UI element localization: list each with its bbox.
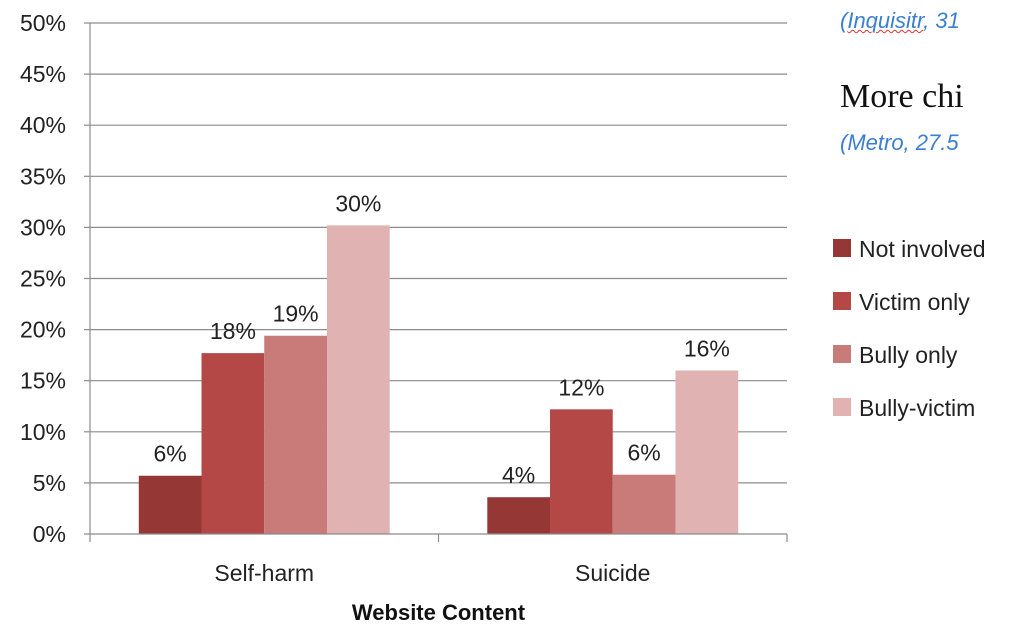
data-label: 12% <box>558 374 604 400</box>
legend-label: Bully only <box>859 342 958 368</box>
data-label: 18% <box>210 318 256 344</box>
bar <box>138 475 202 534</box>
bar <box>675 370 739 534</box>
legend-label: Bully-victim <box>859 395 975 421</box>
bar <box>550 409 613 534</box>
bar <box>264 335 327 534</box>
y-tick-label: 15% <box>20 368 66 394</box>
y-tick-label: 50% <box>20 10 66 36</box>
axes <box>84 22 788 542</box>
y-tick-label: 20% <box>20 317 66 343</box>
category-labels: Self-harm Suicide <box>214 560 650 586</box>
data-label: 19% <box>273 301 319 327</box>
y-tick-label: 45% <box>20 61 66 87</box>
y-tick-label: 35% <box>20 163 66 189</box>
y-tick-label: 5% <box>33 470 66 496</box>
data-labels: 6% 18% 19% 30% 4% 12% 6% 16% <box>154 190 730 488</box>
citation-metro: (Metro, 27.5 <box>840 130 959 155</box>
y-axis-ticks: 0% 5% 10% 15% 20% 25% 30% 35% 40% 45% 50% <box>20 10 66 547</box>
data-label: 30% <box>335 190 381 216</box>
data-label: 6% <box>154 441 187 467</box>
x-axis-title: Website Content <box>352 600 526 625</box>
y-tick-label: 40% <box>20 112 66 138</box>
bar <box>612 474 676 534</box>
bar <box>487 497 551 534</box>
bars <box>138 225 739 534</box>
bar <box>201 353 265 534</box>
citation-source: Inquisitr <box>847 8 924 33</box>
data-label: 4% <box>502 462 535 488</box>
legend-label: Not involved <box>859 236 986 262</box>
citation-inquisitr: (Inquisitr, 31 <box>840 8 960 34</box>
legend-swatch <box>833 239 851 257</box>
y-tick-label: 25% <box>20 266 66 292</box>
bar <box>326 225 390 534</box>
y-tick-label: 30% <box>20 214 66 240</box>
citation-date: , 31 <box>923 8 960 33</box>
legend: Not involved Victim only Bully only Bully-v… <box>833 236 986 421</box>
legend-swatch <box>833 398 851 416</box>
data-label: 16% <box>684 335 730 361</box>
citation-open-paren: ( <box>840 8 848 33</box>
y-tick-label: 10% <box>20 419 66 445</box>
legend-label: Victim only <box>859 289 970 315</box>
legend-swatch <box>833 345 851 363</box>
data-label: 6% <box>627 440 660 466</box>
category-label: Suicide <box>575 560 650 586</box>
category-label: Self-harm <box>214 560 314 586</box>
legend-swatch <box>833 292 851 310</box>
headline-text: More chi <box>840 78 964 115</box>
y-tick-label: 0% <box>33 521 66 547</box>
